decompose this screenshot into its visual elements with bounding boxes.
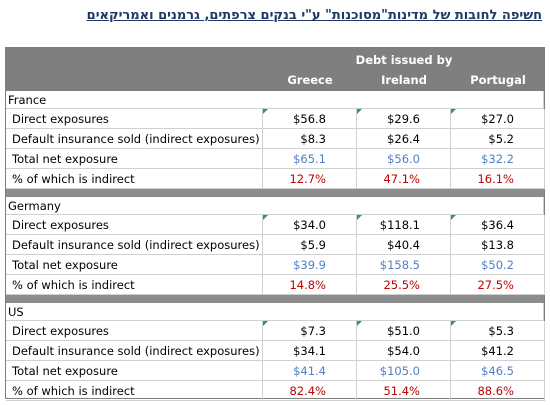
- value-cell: 88.6%: [451, 381, 545, 401]
- value-cell: 27.5%: [451, 275, 545, 295]
- row-label: Direct exposures: [6, 321, 263, 341]
- value-cell: $39.9: [263, 255, 357, 275]
- value-cell: 51.4%: [357, 381, 451, 401]
- value-cell: $7.3: [263, 321, 357, 341]
- separator: [6, 189, 544, 197]
- value-cell: $29.6: [357, 109, 451, 129]
- value-cell: $54.0: [357, 341, 451, 361]
- row-label: Direct exposures: [6, 215, 263, 235]
- value-cell: $41.2: [451, 341, 545, 361]
- row-label: % of which is indirect: [6, 381, 263, 401]
- value-cell: $65.1: [263, 149, 357, 169]
- value-cell: $27.0: [451, 109, 545, 129]
- row-label: % of which is indirect: [6, 169, 263, 189]
- value-cell: $5.3: [451, 321, 545, 341]
- row-label: Total net exposure: [6, 255, 263, 275]
- value-cell: 82.4%: [263, 381, 357, 401]
- column-header: Greece: [287, 73, 333, 87]
- value-cell: $34.1: [263, 341, 357, 361]
- value-cell: $118.1: [357, 215, 451, 235]
- value-cell: 14.8%: [263, 275, 357, 295]
- value-cell: $56.8: [263, 109, 357, 129]
- value-cell: $8.3: [263, 129, 357, 149]
- value-cell: $41.4: [263, 361, 357, 381]
- value-cell: $40.4: [357, 235, 451, 255]
- header-super: Debt issued by: [355, 53, 453, 67]
- column-header: Portugal: [470, 73, 526, 87]
- value-cell: $46.5: [451, 361, 545, 381]
- row-label: Direct exposures: [6, 109, 263, 129]
- value-cell: 12.7%: [263, 169, 357, 189]
- row-label: % of which is indirect: [6, 275, 263, 295]
- row-label: Total net exposure: [6, 361, 263, 381]
- separator: [6, 295, 544, 303]
- value-cell: $158.5: [357, 255, 451, 275]
- value-cell: $51.0: [357, 321, 451, 341]
- row-label: Total net exposure: [6, 149, 263, 169]
- column-header: Ireland: [381, 73, 427, 87]
- value-cell: 25.5%: [357, 275, 451, 295]
- value-cell: $32.2: [451, 149, 545, 169]
- table: Debt issued by Greece Ireland Portugal Franc…: [5, 47, 545, 401]
- value-cell: $5.9: [263, 235, 357, 255]
- title: חשיפה לחובות של מדינות"מסוכנות" ע"י בנקי…: [86, 8, 542, 23]
- value-cell: 16.1%: [451, 169, 545, 189]
- group-label: US: [6, 303, 544, 321]
- row-label: Default insurance sold (indirect exposur…: [6, 129, 263, 149]
- group-label: Germany: [6, 197, 544, 215]
- value-cell: $105.0: [357, 361, 451, 381]
- value-cell: $5.2: [451, 129, 545, 149]
- value-cell: $56.0: [357, 149, 451, 169]
- header-band: [6, 48, 544, 91]
- value-cell: $36.4: [451, 215, 545, 235]
- value-cell: $26.4: [357, 129, 451, 149]
- row-label: Default insurance sold (indirect exposur…: [6, 341, 263, 361]
- value-cell: $50.2: [451, 255, 545, 275]
- value-cell: 47.1%: [357, 169, 451, 189]
- row-label: Default insurance sold (indirect exposur…: [6, 235, 263, 255]
- value-cell: $13.8: [451, 235, 545, 255]
- value-cell: $34.0: [263, 215, 357, 235]
- group-label: France: [6, 91, 544, 109]
